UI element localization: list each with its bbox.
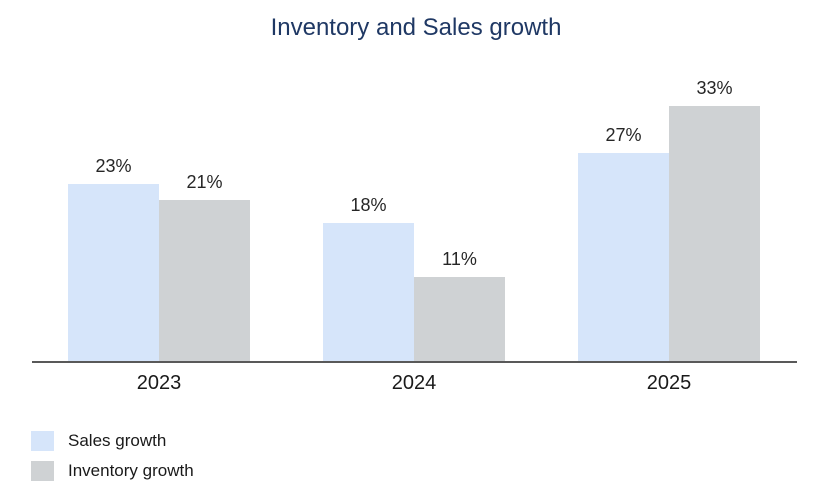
x-axis-category-2023: 2023: [136, 372, 182, 394]
legend: Sales growth Inventory growth: [31, 431, 194, 491]
bar-sales-growth-2023: [68, 184, 159, 363]
bar-inventory-growth-2023: [159, 200, 250, 363]
bar-inventory-growth-2024: [414, 277, 505, 363]
legend-label-inventory-growth: Inventory growth: [68, 461, 194, 480]
bar-sales-growth-2024: [323, 223, 414, 363]
legend-item-inventory-growth: Inventory growth: [31, 461, 194, 481]
bar-sales-growth-2025: [578, 153, 669, 363]
data-label-sales-growth-2024: 18%: [350, 195, 387, 215]
legend-label-sales-growth: Sales growth: [68, 431, 167, 450]
data-label-inventory-growth-2024: 11%: [442, 249, 477, 269]
chart-title: Inventory and Sales growth: [270, 14, 562, 41]
bar-inventory-growth-2025: [669, 106, 760, 363]
x-axis-category-2025: 2025: [646, 372, 692, 394]
legend-item-sales-growth: Sales growth: [31, 431, 194, 451]
data-label-sales-growth-2025: 27%: [605, 125, 642, 145]
data-label-inventory-growth-2023: 21%: [186, 172, 223, 192]
x-axis-line: [32, 361, 797, 363]
legend-swatch-inventory-growth: [31, 461, 54, 481]
x-axis-category-2024: 2024: [391, 372, 437, 394]
data-label-sales-growth-2023: 23%: [95, 156, 132, 176]
data-label-inventory-growth-2025: 33%: [696, 78, 733, 98]
legend-swatch-sales-growth: [31, 431, 54, 451]
